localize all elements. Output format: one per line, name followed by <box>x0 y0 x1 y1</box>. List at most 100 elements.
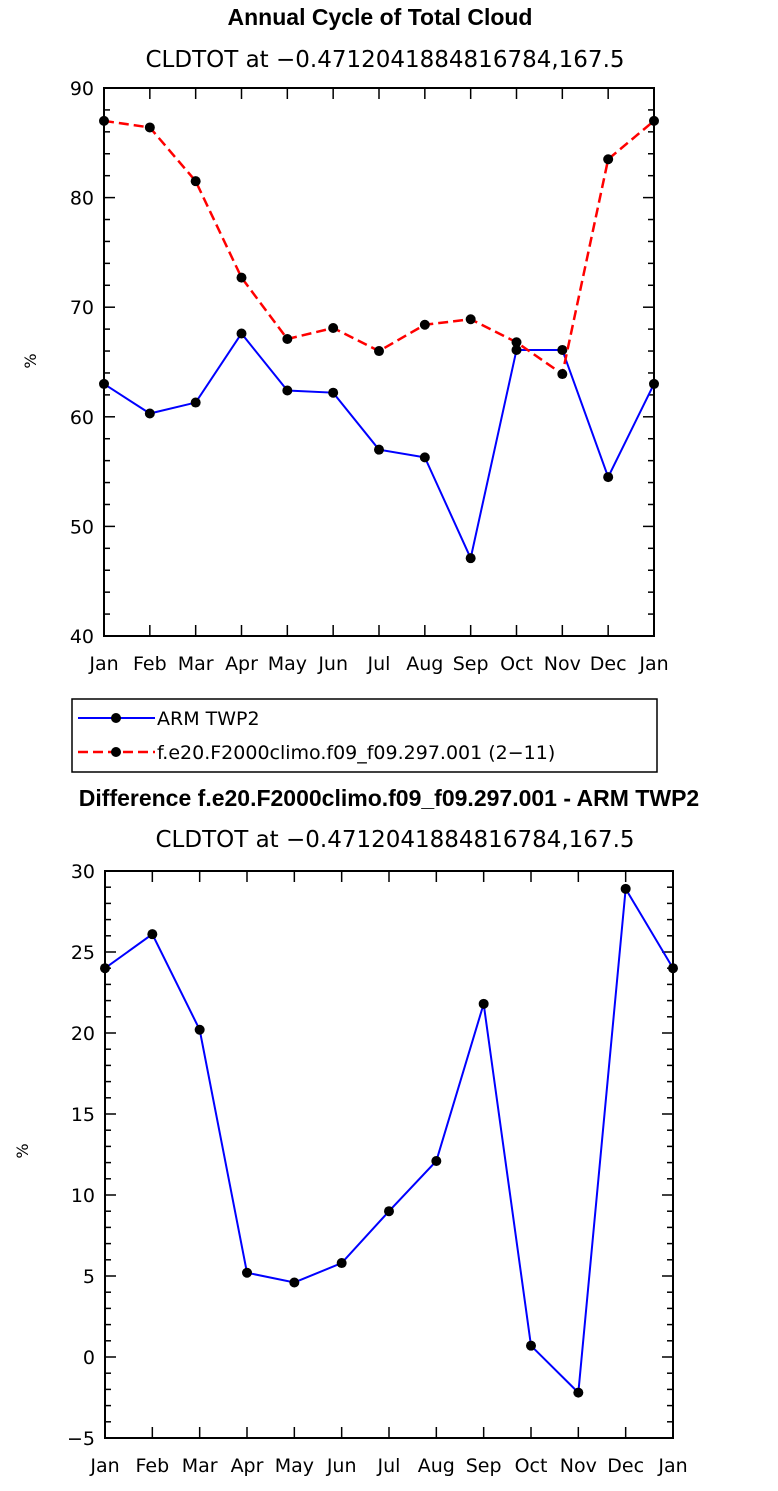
bottom-plot-frame <box>104 870 674 1439</box>
y-tick-label: 0 <box>83 1347 95 1369</box>
series-0-point <box>478 998 489 1009</box>
x-tick-label: Mar <box>182 1455 218 1477</box>
top-chart: Annual Cycle of Total Cloud CLDTOT at −0… <box>21 4 669 675</box>
x-tick-label: May <box>275 1455 314 1477</box>
x-tick-label: Jun <box>317 653 348 675</box>
bottom-chart: Difference f.e20.F2000climo.f09_f09.297.… <box>13 785 699 1477</box>
series-0-point <box>419 452 430 463</box>
x-tick-label: Oct <box>515 1455 548 1477</box>
series-1-point <box>328 323 339 334</box>
x-tick-label: May <box>268 653 307 675</box>
x-tick-label: Jun <box>326 1455 357 1477</box>
series-0-point <box>603 472 614 483</box>
top-chart-subtitle: CLDTOT at −0.4712041884816784,167.5 <box>145 47 624 73</box>
y-tick-label: 5 <box>83 1266 95 1288</box>
series-0-point <box>242 1267 252 1278</box>
series-1-point <box>236 272 247 283</box>
x-tick-label: Aug <box>418 1455 455 1477</box>
series-0-point <box>336 1258 347 1269</box>
top-chart-title: Annual Cycle of Total Cloud <box>228 4 533 30</box>
series-1-point <box>99 115 109 126</box>
series-0-point <box>511 344 522 355</box>
top-chart-ticks: 40 50 60 70 80 90 Jan Feb Mar Apr May Jun Jul Aug Sep O… <box>70 78 669 675</box>
series-1-point <box>419 319 430 330</box>
legend-marker-model <box>111 747 121 757</box>
series-line-1 <box>103 119 655 377</box>
y-tick-label: 40 <box>70 626 94 648</box>
series-1-point <box>649 115 659 126</box>
y-tick-label: 25 <box>71 942 95 964</box>
series-1-point <box>282 333 293 344</box>
x-tick-label: Sep <box>466 1455 502 1477</box>
x-tick-label: Jan <box>657 1455 687 1477</box>
series-1-point <box>557 369 568 380</box>
series-0-point <box>144 408 155 419</box>
series-1-point <box>190 176 201 187</box>
y-tick-label: 90 <box>70 78 94 100</box>
series-1-point <box>144 122 155 133</box>
series-1-point <box>511 337 522 348</box>
x-tick-label: Dec <box>607 1455 644 1477</box>
x-tick-label: Jan <box>638 653 668 675</box>
x-tick-label: Jul <box>367 653 391 675</box>
series-line-0 <box>104 885 674 1395</box>
series-0-point <box>194 1024 205 1035</box>
x-tick-label: Feb <box>136 1455 170 1477</box>
y-tick-label: 10 <box>71 1185 95 1207</box>
series-0-point <box>374 444 384 455</box>
series-0-point <box>289 1277 300 1288</box>
top-plot-frame <box>103 87 655 637</box>
x-tick-label: Nov <box>544 653 581 675</box>
y-tick-label: 80 <box>70 188 94 210</box>
y-tick-label: 30 <box>71 861 95 883</box>
series-0-point <box>99 378 109 389</box>
series-0-point <box>282 385 293 396</box>
y-tick-label: 70 <box>70 297 94 319</box>
x-tick-label: Sep <box>453 653 489 675</box>
x-tick-label: Aug <box>406 653 443 675</box>
series-0-point <box>384 1206 394 1217</box>
x-tick-label: Apr <box>225 653 258 675</box>
series-0-point <box>573 1387 584 1398</box>
x-tick-label: Oct <box>500 653 533 675</box>
series-1-point <box>603 154 614 165</box>
series-1-point <box>465 314 476 325</box>
x-tick-label: Jul <box>377 1455 401 1477</box>
series-0-point <box>328 387 339 398</box>
x-tick-label: Mar <box>178 653 214 675</box>
x-tick-label: Jan <box>89 1455 119 1477</box>
series-0-point <box>526 1340 536 1351</box>
bottom-chart-subtitle: CLDTOT at −0.4712041884816784,167.5 <box>155 827 634 853</box>
x-tick-label: Feb <box>133 653 167 675</box>
top-chart-ylabel: % <box>21 353 40 368</box>
legend-box <box>71 698 658 773</box>
x-tick-label: Nov <box>560 1455 597 1477</box>
bottom-chart-ticks: −5 0 5 10 15 20 25 30 Jan Feb Mar Apr May Jun Jul Aug Se… <box>67 861 688 1477</box>
legend-marker-arm <box>111 713 121 723</box>
series-0-point <box>100 963 110 974</box>
series-0-point <box>190 397 201 408</box>
legend-label-model: f.e20.F2000climo.f09_f09.297.001 (2−11) <box>157 742 555 764</box>
bottom-chart-title: Difference f.e20.F2000climo.f09_f09.297.… <box>79 785 699 811</box>
top-chart-series <box>99 115 659 564</box>
y-tick-label: 20 <box>71 1023 95 1045</box>
bottom-chart-ylabel: % <box>13 1143 32 1158</box>
y-tick-label: 15 <box>71 1104 95 1126</box>
series-0-point <box>649 378 659 389</box>
legend: ARM TWP2 f.e20.F2000climo.f09_f09.297.00… <box>71 698 658 773</box>
series-0-point <box>431 1155 442 1166</box>
series-0-point <box>147 929 158 940</box>
x-tick-label: Dec <box>590 653 627 675</box>
series-1-point <box>374 346 384 357</box>
series-0-point <box>465 553 476 564</box>
x-tick-label: Apr <box>231 1455 264 1477</box>
series-0-point <box>557 344 568 355</box>
series-0-point <box>620 883 631 894</box>
x-tick-label: Jan <box>88 653 118 675</box>
legend-label-arm: ARM TWP2 <box>157 708 260 730</box>
y-tick-label: −5 <box>67 1428 95 1450</box>
y-tick-label: 60 <box>70 407 94 429</box>
y-tick-label: 50 <box>70 516 94 538</box>
series-0-point <box>668 963 678 974</box>
